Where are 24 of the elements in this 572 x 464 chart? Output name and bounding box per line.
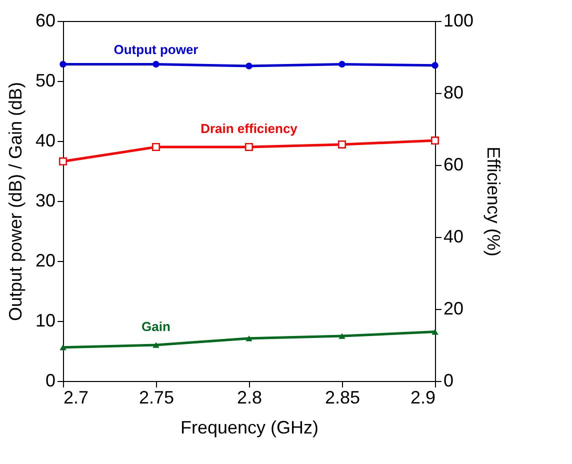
y-tick-label: 40 bbox=[35, 130, 56, 150]
y2-axis-title: Efficiency (%) bbox=[484, 146, 504, 256]
y-tick-label: 30 bbox=[35, 190, 56, 210]
x-axis-title: Frequency (GHz) bbox=[180, 418, 319, 438]
y-tick-label: 10 bbox=[35, 310, 56, 330]
x-tick-label: 2.85 bbox=[324, 388, 360, 408]
x-tick-label: 2.7 bbox=[64, 388, 89, 408]
y-tick-label: 60 bbox=[35, 10, 56, 30]
y2-tick-label: 100 bbox=[444, 10, 474, 30]
y2-tick-label: 20 bbox=[444, 298, 464, 318]
x-tick-label: 2.75 bbox=[138, 388, 174, 408]
y2-tick-label: 60 bbox=[444, 154, 464, 174]
series-label: Output power bbox=[114, 42, 198, 58]
y2-tick-label: 0 bbox=[444, 370, 454, 390]
y-tick-label: 50 bbox=[35, 70, 56, 90]
y-tick-label: 20 bbox=[35, 250, 56, 270]
y2-tick-label: 80 bbox=[444, 82, 464, 102]
y-tick-label: 0 bbox=[45, 370, 56, 390]
series-label: Gain bbox=[142, 319, 170, 334]
x-tick-label: 2.8 bbox=[236, 388, 262, 408]
y-axis-title: Output power (dB) / Gain (dB) bbox=[5, 82, 26, 322]
x-tick-label: 2.9 bbox=[410, 388, 436, 408]
series-label: Drain efficiency bbox=[200, 121, 298, 136]
y2-tick-label: 40 bbox=[444, 226, 464, 246]
